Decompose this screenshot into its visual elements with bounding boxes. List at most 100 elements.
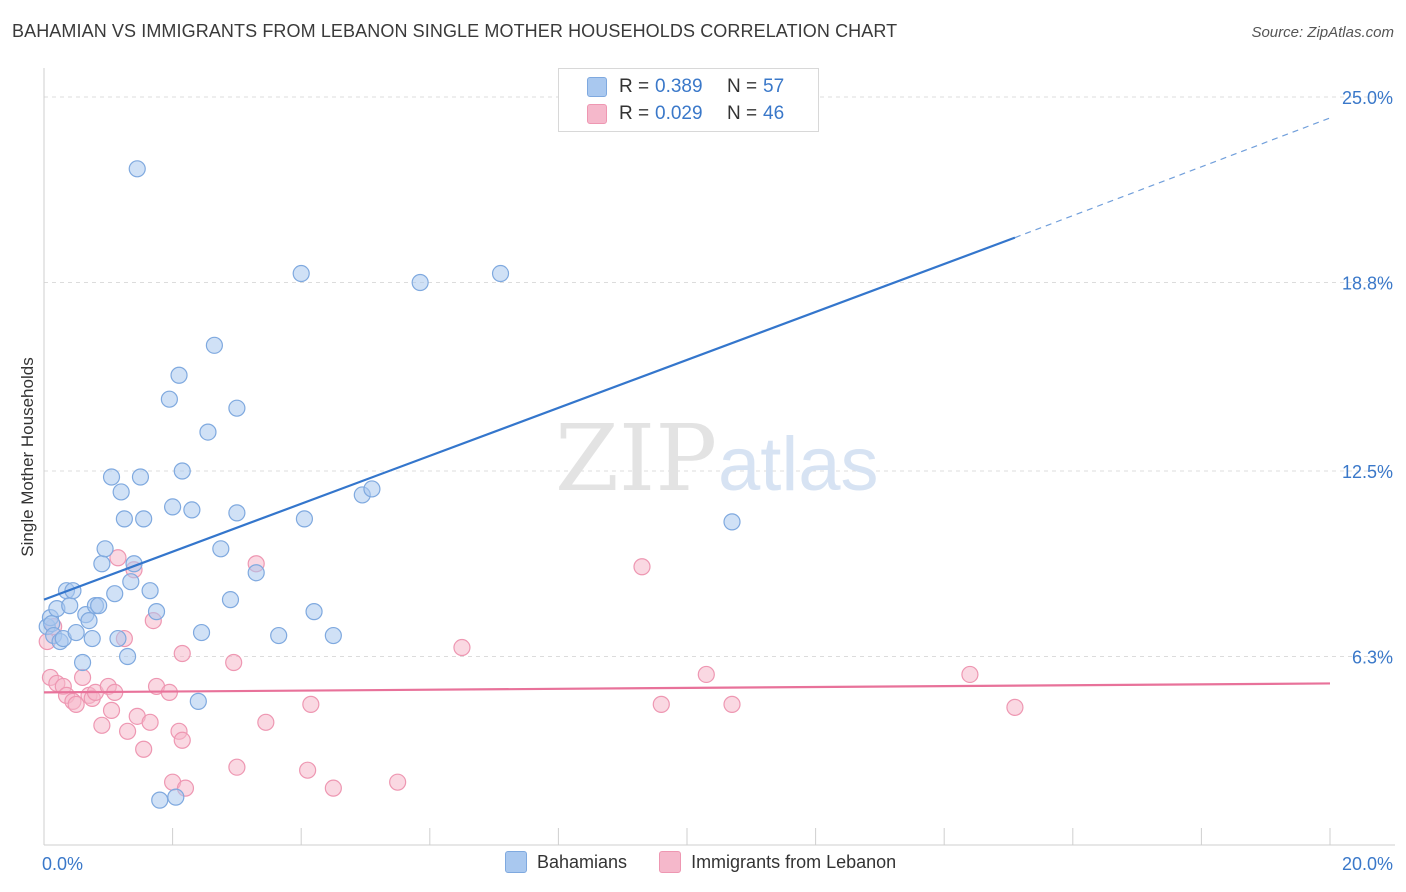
watermark-zip: ZIP — [555, 405, 717, 512]
x-tick-label-max: 20.0% — [1342, 854, 1393, 874]
legend-item-bahamians: Bahamians — [505, 851, 627, 873]
bahamians-point — [164, 498, 182, 516]
lebanon-point — [697, 665, 715, 684]
bahamians-point — [247, 564, 265, 582]
y-axis-label: Single Mother Households — [18, 357, 37, 557]
bahamians-point — [192, 623, 211, 642]
bahamians-point — [115, 510, 133, 528]
bahamians-point — [170, 366, 188, 384]
legend-n-value: 57 — [763, 76, 785, 97]
bahamians-point — [102, 468, 121, 486]
watermark: ZIP atlas — [555, 405, 879, 512]
bahamians-point — [80, 611, 98, 630]
lebanon-point — [141, 713, 159, 731]
bahamians-point — [183, 501, 201, 519]
bahamians-point — [67, 623, 85, 642]
bahamians-point — [147, 603, 166, 621]
lebanon-point — [173, 731, 191, 749]
bahamians-point — [135, 510, 153, 528]
bahamians-point — [128, 160, 146, 178]
bahamians-point — [491, 264, 510, 283]
bahamians-point — [205, 336, 223, 354]
legend-n-label: N = — [727, 76, 758, 97]
legend-r-label: R = — [619, 76, 650, 97]
lebanon-point — [324, 779, 342, 797]
bahamians-point — [131, 468, 150, 486]
bahamians-point — [199, 423, 217, 441]
bahamians-point — [292, 264, 310, 283]
series-legend: Bahamians Immigrants from Lebanon — [505, 851, 928, 873]
bahamians-point — [167, 788, 185, 806]
bahamians-point — [93, 555, 111, 573]
lebanon-trend-line — [43, 682, 1331, 694]
bahamians-point — [109, 629, 127, 648]
y-tick-label: 12.5% — [1342, 462, 1393, 482]
legend-n-label: N = — [727, 103, 758, 124]
bahamians-trend-line — [43, 236, 1016, 601]
lebanon-point — [723, 695, 741, 713]
lebanon-point — [633, 558, 651, 576]
bahamians-trend-extension — [1014, 117, 1331, 239]
lebanon-point — [299, 761, 317, 779]
legend-swatch-bahamians — [587, 77, 607, 97]
lebanon-point — [102, 701, 121, 719]
bahamians-point — [118, 647, 137, 666]
legend-r-label: R = — [619, 103, 650, 124]
bahamians-point — [83, 629, 101, 648]
bahamians-point — [90, 597, 108, 615]
bahamians-point — [189, 692, 207, 710]
chart-title: BAHAMIAN VS IMMIGRANTS FROM LEBANON SING… — [12, 21, 898, 41]
bahamians-point — [173, 462, 191, 480]
lebanon-point — [257, 713, 275, 731]
bahamians-point — [228, 399, 246, 417]
lebanon-point — [652, 695, 670, 713]
legend-label-bahamians: Bahamians — [537, 851, 628, 872]
watermark-atlas: atlas — [718, 422, 879, 507]
bahamians-point — [106, 585, 124, 603]
x-tick-label-min: 0.0% — [42, 854, 83, 874]
legend-r-value: 0.029 — [655, 103, 703, 124]
legend-r-value: 0.389 — [655, 76, 703, 97]
lebanon-point — [73, 668, 92, 687]
tick-labels: 6.3% 12.5% 18.8% 25.0% 0.0% 20.0% — [42, 88, 1393, 874]
series-bahamians-points — [38, 160, 741, 809]
grid-lines — [44, 96, 1395, 658]
bahamians-point — [363, 480, 381, 498]
bahamians-point — [411, 273, 429, 292]
y-tick-label: 18.8% — [1342, 274, 1393, 294]
legend-swatch-lebanon — [587, 104, 607, 124]
bahamians-point — [122, 573, 140, 591]
bahamians-point — [295, 510, 314, 528]
lebanon-point — [118, 722, 137, 740]
legend-swatch-bahamians — [505, 851, 527, 873]
source-label: Source: ZipAtlas.com — [1251, 24, 1394, 41]
lebanon-point — [109, 549, 127, 567]
bahamians-point — [151, 791, 169, 809]
lebanon-point — [135, 740, 153, 758]
lebanon-point — [173, 644, 191, 663]
legend-row-bahamians: R = 0.389 N = 57 — [587, 75, 784, 99]
bahamians-point — [324, 626, 342, 645]
bahamians-point — [61, 597, 79, 615]
lebanon-point — [1006, 698, 1024, 716]
trend-lines — [43, 117, 1331, 694]
bahamians-point — [96, 540, 114, 558]
bahamians-point — [305, 603, 323, 621]
lebanon-point — [389, 773, 407, 791]
bahamians-point — [228, 504, 246, 522]
y-tick-label: 25.0% — [1342, 88, 1393, 108]
y-tick-label: 6.3% — [1352, 648, 1393, 668]
bahamians-point — [212, 540, 230, 558]
lebanon-point — [228, 758, 246, 776]
lebanon-point — [225, 653, 243, 672]
lebanon-point — [961, 665, 979, 684]
bahamians-point — [141, 582, 159, 600]
axes — [43, 68, 1395, 846]
legend-row-lebanon: R = 0.029 N = 46 — [587, 102, 784, 126]
lebanon-point — [93, 716, 111, 734]
legend-n-value: 46 — [763, 103, 785, 124]
bahamians-point — [112, 483, 130, 501]
lebanon-point — [453, 638, 471, 657]
bahamians-point — [160, 390, 178, 408]
